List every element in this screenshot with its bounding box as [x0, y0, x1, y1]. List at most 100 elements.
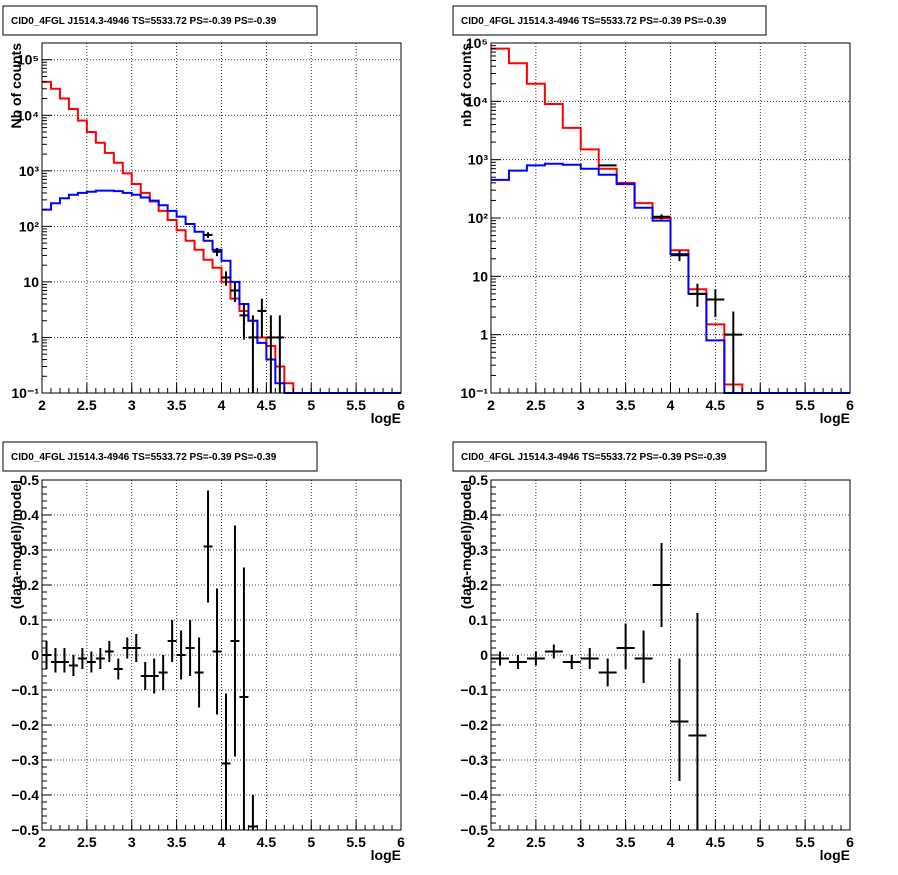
data-point [239, 303, 249, 340]
y-tick-label: −0.2 [11, 717, 39, 733]
data-point [491, 651, 509, 666]
data-point [652, 214, 671, 220]
y-tick-label: 0.4 [20, 507, 40, 523]
data-point [275, 315, 285, 393]
x-tick-label: 3 [128, 834, 136, 850]
y-tick-label: 0 [31, 647, 39, 663]
data-point [688, 613, 707, 830]
data-point [104, 641, 114, 662]
y-tick-label: 10⁻¹ [460, 385, 488, 401]
data-point [131, 634, 141, 662]
x-tick-label: 2 [38, 834, 46, 850]
x-axis-label: logE [371, 410, 401, 426]
x-axis-label: logE [820, 847, 850, 863]
data-point [122, 637, 132, 659]
data-points [598, 164, 743, 393]
data-point [50, 648, 60, 673]
data-point [508, 655, 527, 669]
title-box [2, 5, 318, 36]
data-point [68, 655, 78, 676]
y-tick-label: 10⁻¹ [11, 385, 39, 401]
data-point [203, 232, 213, 239]
data-point [158, 655, 168, 690]
title-box [452, 5, 767, 36]
x-tick-label: 2.5 [526, 834, 546, 850]
y-tick-label: 1 [31, 329, 39, 345]
title-box [452, 441, 767, 472]
x-tick-label: 2 [487, 397, 495, 413]
y-tick-label: −0.1 [11, 682, 39, 698]
x-tick-label: 5.5 [346, 397, 366, 413]
x-tick-label: 3.5 [167, 397, 187, 413]
y-tick-label: 10² [19, 218, 40, 234]
data-point [185, 620, 195, 676]
x-tick-label: 2.5 [526, 397, 546, 413]
y-axis-label: Nb of counts [8, 43, 24, 129]
data-point [634, 630, 653, 683]
y-tick-label: 10⁴ [466, 93, 489, 109]
y-tick-label: −0.2 [460, 717, 488, 733]
data-point [230, 525, 240, 757]
x-tick-label: 5 [756, 834, 764, 850]
x-tick-label: 6 [397, 397, 405, 413]
data-point [149, 658, 159, 694]
y-tick-label: −0.4 [460, 787, 488, 803]
data-point [77, 648, 87, 669]
x-tick-label: 6 [397, 834, 405, 850]
data-point [670, 658, 689, 781]
data-point [598, 164, 617, 167]
x-tick-label: 3.5 [616, 834, 636, 850]
data-point [652, 543, 671, 627]
data-point [248, 315, 258, 393]
data-point [113, 658, 123, 680]
x-axis-label: logE [371, 847, 401, 863]
y-tick-label: 0.2 [20, 577, 40, 593]
y-axis-label: (data-model)/model [458, 480, 474, 609]
data-point [194, 637, 204, 708]
x-tick-label: 5 [307, 397, 315, 413]
data-point [230, 282, 240, 302]
data-point [221, 271, 231, 286]
y-tick-label: 0.3 [469, 542, 489, 558]
data-point [212, 247, 222, 257]
data-points [42, 490, 258, 830]
y-tick-label: 10³ [19, 163, 40, 179]
y-tick-label: 10⁴ [17, 107, 40, 123]
x-tick-label: 4 [218, 397, 226, 413]
y-tick-label: 0.5 [20, 472, 40, 488]
y-tick-label: −0.4 [11, 787, 39, 803]
plot-title: CID0_4FGL J1514.3-4946 TS=5533.72 PS=-0.… [461, 16, 727, 27]
x-tick-label: 4.5 [706, 834, 726, 850]
y-tick-label: 0.2 [469, 577, 489, 593]
data-point [616, 623, 635, 669]
data-point [221, 693, 231, 830]
y-tick-label: 10 [23, 274, 39, 290]
y-tick-label: 10 [472, 268, 488, 284]
x-tick-label: 2 [38, 397, 46, 413]
data-point [724, 311, 743, 393]
x-tick-label: 5 [756, 397, 764, 413]
data-point [706, 289, 725, 318]
axis-ticks: 2 2.5 3 3.5 4 4.5 5 5.5 6 −0.5 −0.4 −0.3 −0.2 −0.1 0 0.… [11, 472, 405, 850]
axis-ticks: 2 2.5 3 3.5 4 4.5 5 5.5 6 −0.5 −0.4 −0.3 −0.2 −0.1 0 0.… [460, 472, 854, 850]
axis-ticks: 2 2.5 3 3.5 4 4.5 5 5.5 6 10⁻¹ 1 10 10² 10³ 10⁴ 10⁵ [460, 35, 854, 413]
y-tick-label: −0.3 [460, 752, 488, 768]
data-point [86, 651, 96, 673]
panel-residuals-left: CID0_4FGL J1514.3-4946 TS=5533.72 PS=-0.… [2, 441, 405, 863]
data-point [257, 298, 267, 338]
panel-counts-right: CID0_4FGL J1514.3-4946 TS=5533.72 PS=-0.… [452, 5, 854, 426]
x-tick-label: 4 [218, 834, 226, 850]
x-tick-label: 3.5 [167, 834, 187, 850]
y-axis-label: nb of counts [458, 43, 474, 127]
data-point [670, 250, 689, 262]
panel-counts-left: CID0_4FGL J1514.3-4946 TS=5533.72 PS=-0.… [2, 5, 405, 426]
x-tick-label: 4 [667, 834, 675, 850]
y-tick-label: 10³ [468, 152, 489, 168]
x-tick-label: 3 [128, 397, 136, 413]
y-tick-label: 0.1 [20, 612, 40, 628]
data-point [580, 648, 599, 669]
y-tick-label: 1 [480, 327, 488, 343]
x-tick-label: 3 [577, 834, 585, 850]
y-tick-label: 10⁵ [17, 52, 39, 68]
data-point [562, 655, 581, 669]
